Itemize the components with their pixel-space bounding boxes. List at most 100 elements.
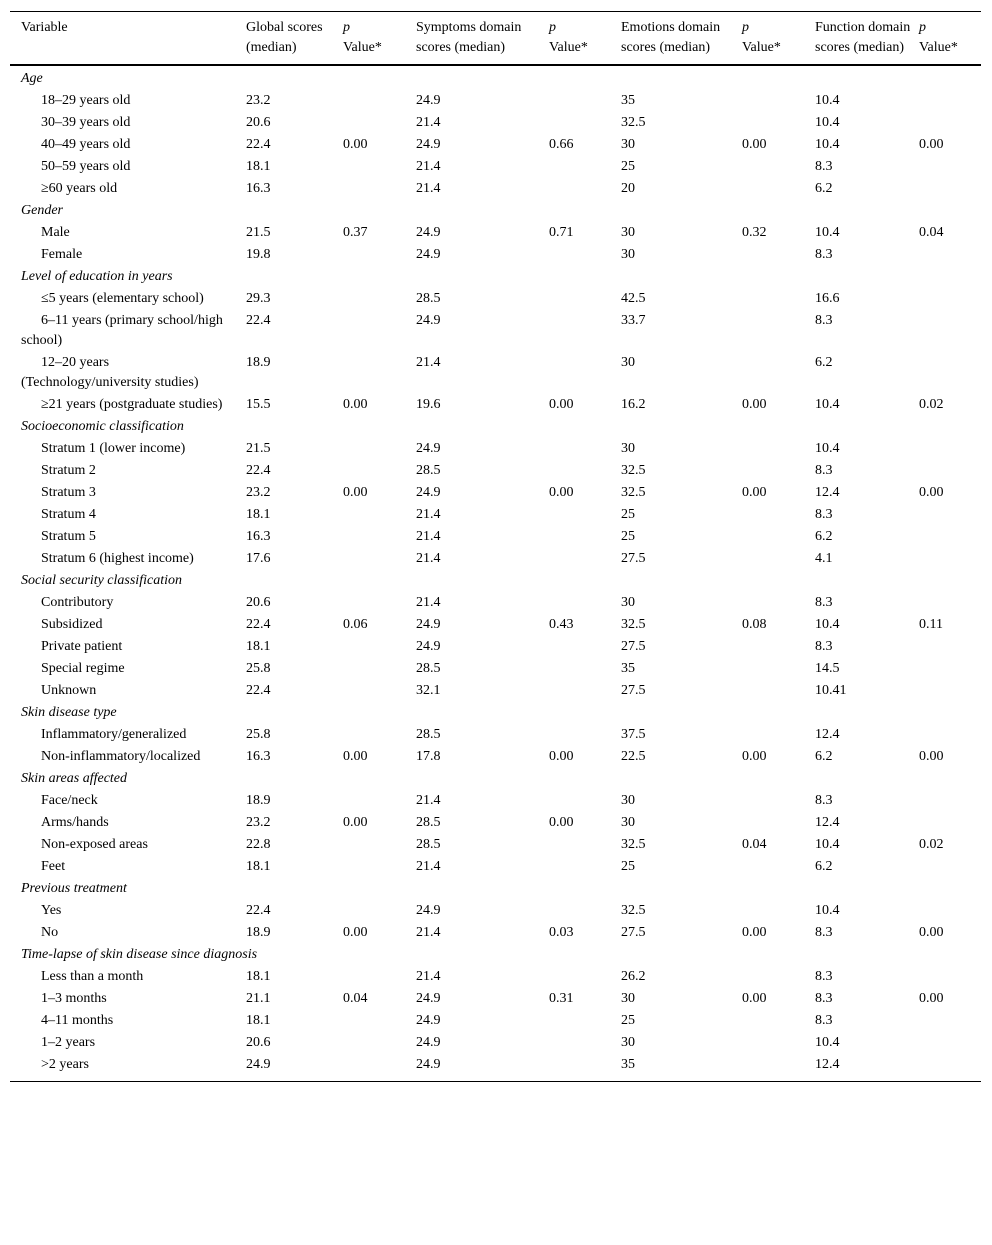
cell-global-scores: 20.6 [246, 115, 271, 130]
group-row: Level of education in years [10, 266, 981, 288]
cell-variable: ≤5 years (elementary school) [41, 291, 204, 306]
cell-function-p-value [918, 504, 981, 526]
cell-function-scores: 8.3 [815, 969, 833, 984]
cell-symptoms-p-value [548, 1032, 620, 1054]
cell-global-p-value [342, 592, 415, 614]
cell-global-scores: 24.9 [246, 1057, 271, 1072]
cell-symptoms-p-value [548, 460, 620, 482]
cell-symptoms-p-value [548, 352, 620, 394]
cell-global-p-value [342, 504, 415, 526]
cell-symptoms-scores: 21.4 [416, 355, 441, 370]
cell-global-p-value [342, 90, 415, 112]
group-row: Previous treatment [10, 878, 981, 900]
header-label: Value* [919, 40, 958, 55]
table-row: 18–29 years old 23.2 24.9 35 10.4 [10, 90, 981, 112]
cell-function-scores: 10.4 [815, 115, 840, 130]
cell-global-p-value [342, 460, 415, 482]
cell-global-p-value [342, 636, 415, 658]
cell-global-scores: 22.4 [246, 313, 271, 328]
p-symbol: p [343, 20, 350, 35]
cell-variable: Unknown [41, 683, 97, 698]
cell-global-scores: 21.5 [246, 441, 271, 456]
cell-global-p-value: 0.00 [343, 397, 368, 412]
cell-function-scores: 12.4 [815, 727, 840, 742]
cell-emotions-scores: 20 [621, 181, 635, 196]
cell-emotions-p-value [741, 1054, 814, 1082]
cell-symptoms-scores: 21.4 [416, 115, 441, 130]
header-label: Symptoms domain scores (median) [416, 20, 522, 55]
cell-symptoms-scores: 21.4 [416, 969, 441, 984]
table-row: Arms/hands 23.2 0.00 28.5 0.00 30 12.4 [10, 812, 981, 834]
cell-function-p-value [918, 1010, 981, 1032]
cell-function-p-value [918, 658, 981, 680]
table-row: Face/neck 18.9 21.4 30 8.3 [10, 790, 981, 812]
cell-variable: 4–11 months [41, 1013, 114, 1028]
cell-emotions-p-value [741, 90, 814, 112]
cell-global-p-value [342, 724, 415, 746]
table-row: Stratum 4 18.1 21.4 25 8.3 [10, 504, 981, 526]
cell-emotions-p-value [741, 592, 814, 614]
cell-global-scores: 25.8 [246, 661, 271, 676]
cell-symptoms-scores: 21.4 [416, 793, 441, 808]
cell-emotions-p-value [741, 178, 814, 200]
cell-global-scores: 23.2 [246, 485, 271, 500]
table-row: Stratum 3 23.2 0.00 24.9 0.00 32.5 0.00 12.4 0.0… [10, 482, 981, 504]
cell-symptoms-scores: 24.9 [416, 639, 441, 654]
cell-emotions-scores: 35 [621, 93, 635, 108]
cell-global-scores: 18.1 [246, 1013, 271, 1028]
cell-function-p-value [918, 288, 981, 310]
header-global-scores: Global scores (median) [245, 12, 342, 66]
cell-variable: Stratum 2 [41, 463, 96, 478]
cell-emotions-scores: 35 [621, 1057, 635, 1072]
cell-symptoms-p-value [548, 548, 620, 570]
header-label: Value* [742, 40, 781, 55]
cell-emotions-scores: 27.5 [621, 683, 646, 698]
group-label: Skin disease type [21, 705, 117, 720]
cell-global-p-value [342, 658, 415, 680]
header-function-scores: Function domain scores (median) [814, 12, 918, 66]
group-label: Social security classification [21, 573, 182, 588]
cell-symptoms-scores: 24.9 [416, 93, 441, 108]
cell-emotions-scores: 25 [621, 1013, 635, 1028]
cell-function-p-value: 0.00 [919, 137, 944, 152]
cell-symptoms-scores: 24.9 [416, 991, 441, 1006]
cell-function-scores: 8.3 [815, 247, 833, 262]
header-label: Function domain scores (median) [815, 20, 911, 55]
header-label: Value* [343, 40, 382, 55]
cell-symptoms-scores: 21.4 [416, 529, 441, 544]
cell-variable: Face/neck [41, 793, 98, 808]
cell-global-scores: 19.8 [246, 247, 271, 262]
cell-function-p-value [918, 680, 981, 702]
cell-function-scores: 6.2 [815, 749, 833, 764]
cell-symptoms-p-value [548, 156, 620, 178]
cell-function-p-value [918, 790, 981, 812]
cell-function-scores: 8.3 [815, 793, 833, 808]
cell-emotions-p-value: 0.00 [742, 397, 767, 412]
cell-function-p-value [918, 310, 981, 352]
cell-emotions-p-value [741, 310, 814, 352]
cell-emotions-scores: 27.5 [621, 551, 646, 566]
cell-global-scores: 22.8 [246, 837, 271, 852]
table-row: Inflammatory/generalized 25.8 28.5 37.5 12.4 [10, 724, 981, 746]
cell-function-scores: 8.3 [815, 507, 833, 522]
cell-function-scores: 10.4 [815, 225, 840, 240]
cell-global-scores: 16.3 [246, 749, 271, 764]
cell-emotions-scores: 30 [621, 793, 635, 808]
table-row: Contributory 20.6 21.4 30 8.3 [10, 592, 981, 614]
cell-emotions-scores: 32.5 [621, 115, 646, 130]
cell-symptoms-scores: 32.1 [416, 683, 441, 698]
cell-emotions-scores: 16.2 [621, 397, 646, 412]
cell-symptoms-p-value [548, 592, 620, 614]
table-row: 40–49 years old 22.4 0.00 24.9 0.66 30 0.00 10.… [10, 134, 981, 156]
group-label: Gender [21, 203, 63, 218]
cell-symptoms-p-value: 0.31 [549, 991, 574, 1006]
table-row: Yes 22.4 24.9 32.5 10.4 [10, 900, 981, 922]
cell-symptoms-p-value [548, 1010, 620, 1032]
group-label: Time-lapse of skin disease since diagnos… [21, 947, 258, 962]
cell-symptoms-scores: 24.9 [416, 485, 441, 500]
cell-function-p-value [918, 352, 981, 394]
header-label: Value* [549, 40, 588, 55]
cell-symptoms-p-value: 0.00 [549, 815, 574, 830]
table-row: 6–11 years (primary school/high school) 2… [10, 310, 981, 352]
cell-symptoms-scores: 24.9 [416, 617, 441, 632]
